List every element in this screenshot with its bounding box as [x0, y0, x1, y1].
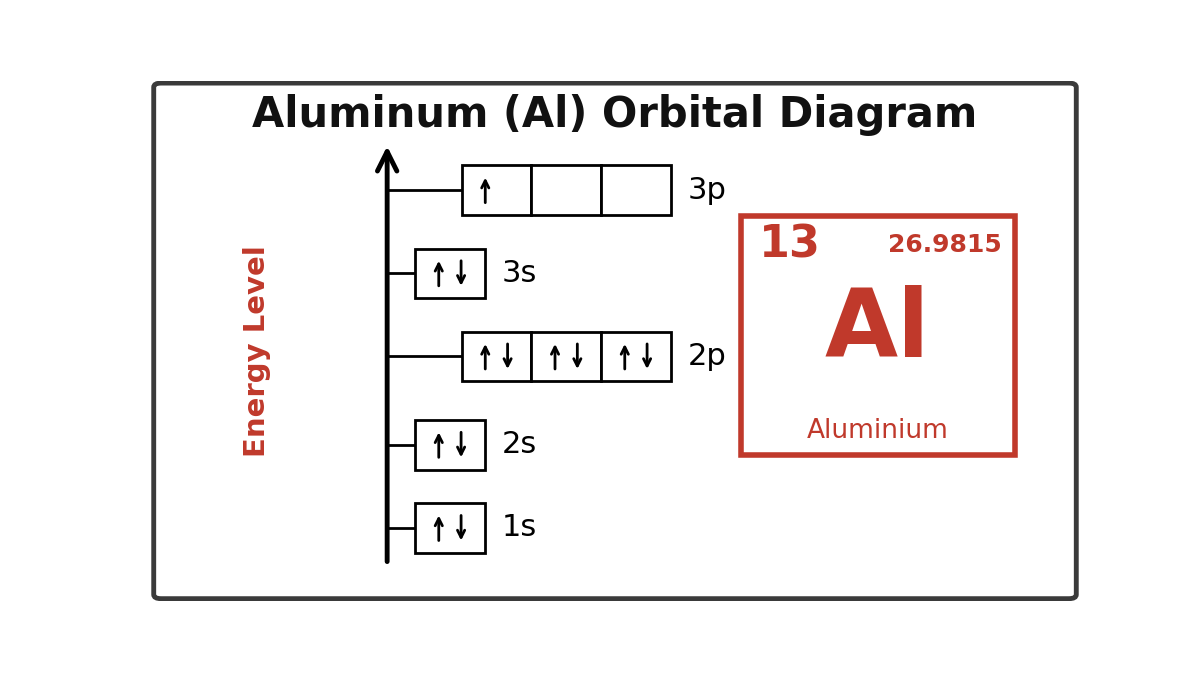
Text: 2s: 2s	[502, 431, 536, 459]
Bar	[740, 216, 1015, 455]
Text: 1s: 1s	[502, 514, 536, 543]
Text: 13: 13	[760, 223, 821, 267]
Bar	[532, 165, 601, 215]
Text: 2p: 2p	[688, 342, 726, 371]
Bar	[601, 332, 671, 381]
Text: Al: Al	[824, 285, 930, 377]
Bar	[415, 248, 485, 298]
Bar	[462, 332, 532, 381]
Text: 26.9815: 26.9815	[888, 233, 1002, 256]
Bar	[462, 165, 532, 215]
FancyBboxPatch shape	[154, 83, 1076, 599]
Text: 3s: 3s	[502, 259, 536, 288]
Bar	[415, 420, 485, 470]
Bar	[415, 504, 485, 553]
Bar	[532, 332, 601, 381]
Text: Energy Level: Energy Level	[242, 245, 271, 457]
Text: Aluminum (Al) Orbital Diagram: Aluminum (Al) Orbital Diagram	[252, 94, 978, 136]
Text: 3p: 3p	[688, 176, 726, 205]
Bar	[601, 165, 671, 215]
Text: Aluminium: Aluminium	[806, 418, 949, 444]
